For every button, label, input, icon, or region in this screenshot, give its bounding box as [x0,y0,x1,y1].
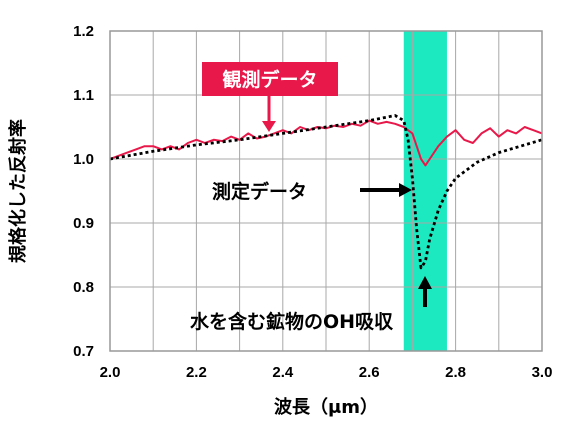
x-tick-label: 2.8 [445,364,466,381]
x-tick-label: 3.0 [532,364,553,381]
observed-data-annotation: 観測データ [202,62,338,132]
x-tick-label: 2.0 [100,364,121,381]
observed-data-line [109,119,543,167]
y-tick-label: 0.7 [73,343,94,360]
y-tick-label: 1.2 [73,23,94,40]
x-tick-label: 2.6 [359,364,380,381]
observed-data-label-box [202,62,338,96]
measured-data-label: 測定データ [212,180,307,203]
y-tick-label: 0.8 [73,279,94,296]
measured-data-arrowhead [399,183,412,197]
measured-data-annotation: 測定データ [212,180,412,203]
observed-data-label: 観測データ [222,68,317,91]
x-axis-title: 波長（μm） [274,396,378,418]
x-tick-label: 2.2 [186,364,207,381]
y-tick-label: 0.9 [73,215,94,232]
y-axis-title: 規格化した反射率 [7,119,29,263]
y-tick-label: 1.0 [73,151,94,168]
x-tick-label: 2.4 [272,364,294,381]
y-tick-label: 1.1 [73,87,94,104]
observed-data-arrowhead [262,121,276,132]
band-arrowhead [418,276,432,289]
band-annotation: 水を含む鉱物のOH吸収 [190,276,432,333]
band-label: 水を含む鉱物のOH吸収 [190,310,394,333]
plot-frame [109,30,543,352]
measured-data-line [109,114,543,270]
